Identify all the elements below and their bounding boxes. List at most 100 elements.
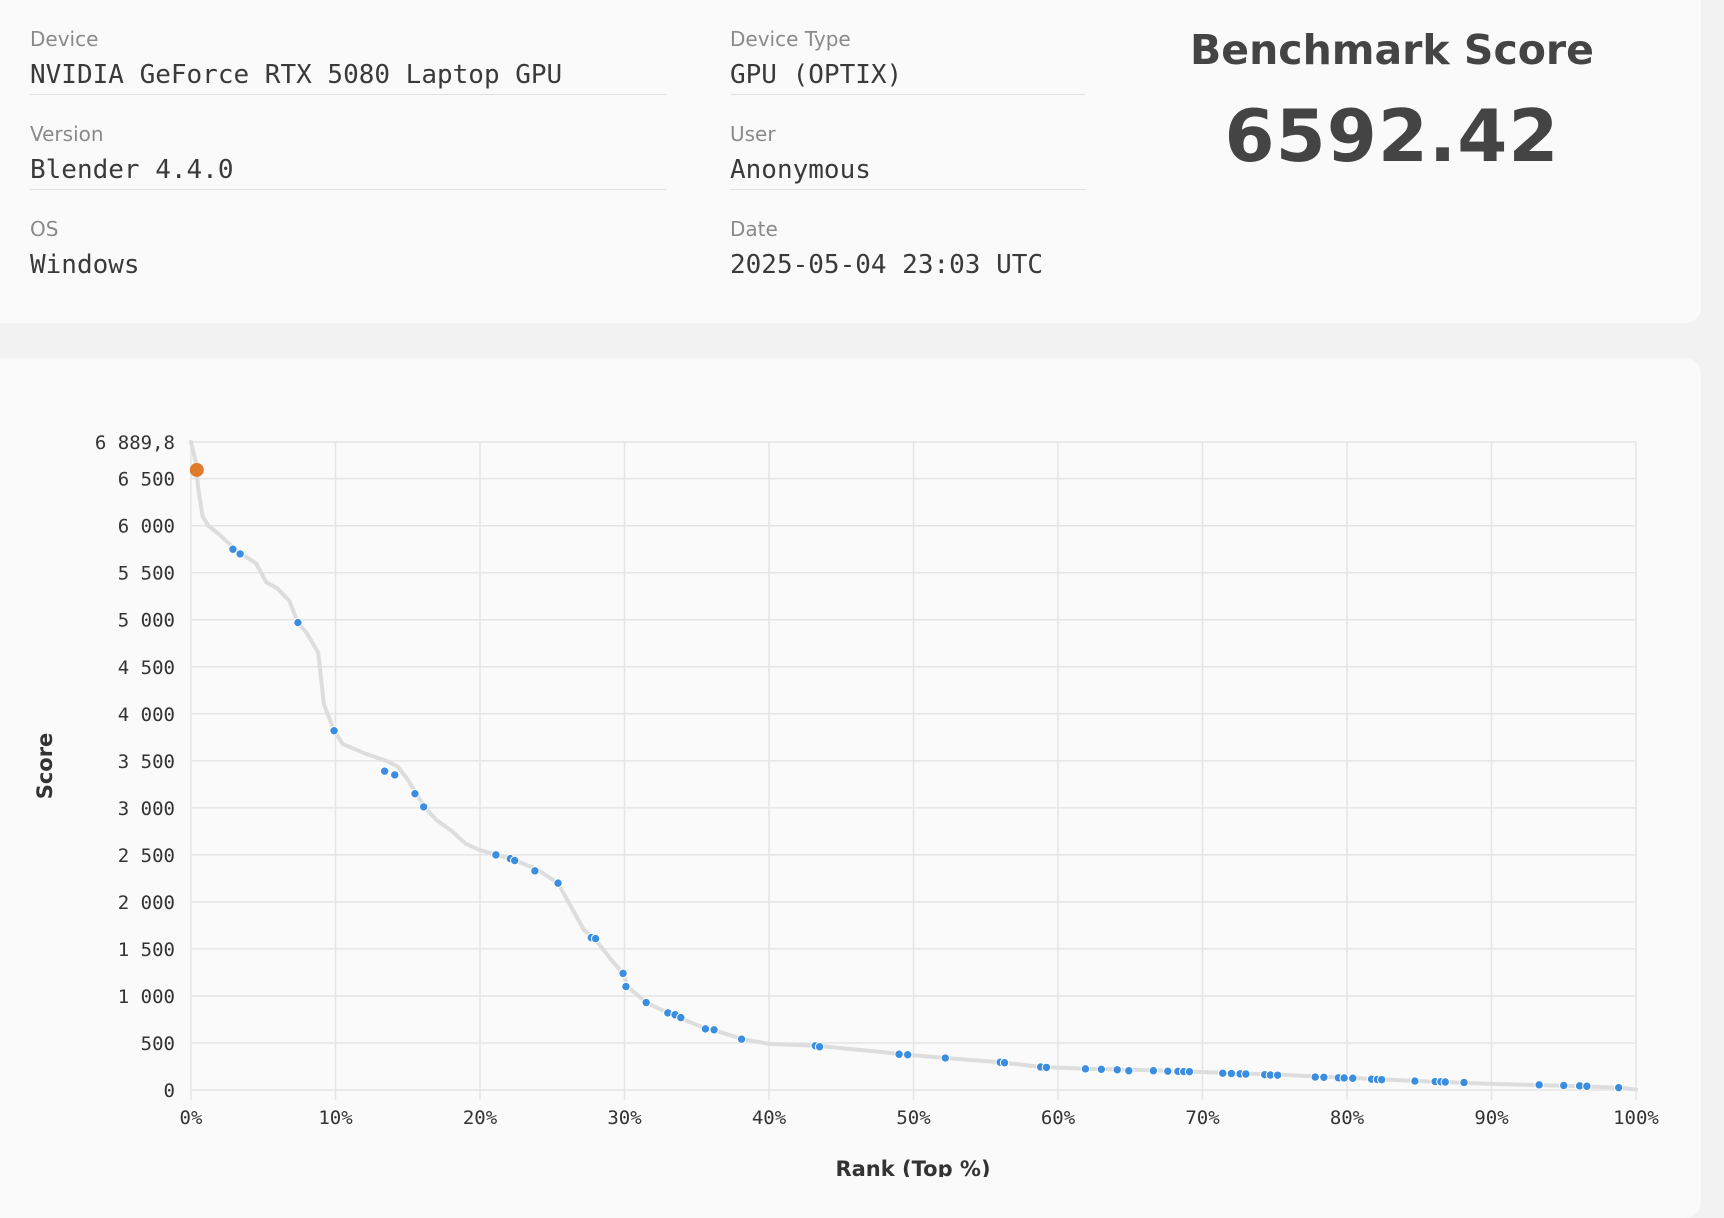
data-point[interactable] (1163, 1066, 1173, 1076)
data-point[interactable] (553, 878, 563, 888)
data-point[interactable] (1148, 1066, 1159, 1076)
x-tick-label: 30% (607, 1107, 642, 1129)
x-tick-label: 20% (463, 1107, 498, 1129)
data-point[interactable] (1310, 1072, 1320, 1082)
data-point[interactable] (1613, 1082, 1624, 1093)
y-tick-label: 6 500 (118, 469, 175, 491)
y-tick-label: 2 000 (118, 892, 175, 914)
data-point[interactable] (329, 726, 339, 736)
score-box: Benchmark Score 6592.42 (1148, 8, 1636, 178)
data-point[interactable] (903, 1050, 913, 1060)
data-point[interactable] (1272, 1070, 1283, 1080)
info-column-left: Device NVIDIA GeForce RTX 5080 Laptop GP… (30, 0, 666, 285)
x-tick-label: 60% (1041, 1107, 1076, 1129)
score-value: 6592.42 (1224, 94, 1560, 178)
data-point[interactable] (1376, 1074, 1387, 1085)
y-tick-label: 4 500 (118, 657, 175, 679)
data-point[interactable] (1041, 1062, 1052, 1073)
os-value: Windows (30, 250, 140, 280)
data-points (228, 544, 1624, 1093)
data-point[interactable] (1559, 1080, 1569, 1091)
data-point[interactable] (1124, 1066, 1134, 1076)
device-label: Device (30, 27, 99, 51)
user-value: Anonymous (730, 155, 871, 185)
version-row: Version Blender 4.4.0 (30, 95, 666, 190)
data-point[interactable] (1218, 1068, 1228, 1078)
data-point[interactable] (1459, 1077, 1469, 1088)
date-row: Date 2025-05-04 23:03 UTC (730, 190, 1085, 285)
data-point[interactable] (491, 850, 501, 860)
current-result-point[interactable] (189, 462, 204, 477)
data-point[interactable] (641, 997, 651, 1008)
data-point[interactable] (1410, 1076, 1420, 1086)
grid (190, 441, 1637, 1100)
x-tick-label: 90% (1474, 1107, 1509, 1129)
data-point[interactable] (228, 544, 238, 554)
data-point[interactable] (618, 968, 628, 979)
y-tick-label: 0 (164, 1080, 175, 1102)
data-point[interactable] (814, 1042, 825, 1052)
device-value: NVIDIA GeForce RTX 5080 Laptop GPU (30, 60, 563, 90)
x-tick-label: 80% (1330, 1107, 1365, 1129)
data-point[interactable] (530, 866, 540, 876)
os-label: OS (30, 217, 59, 241)
data-point[interactable] (379, 766, 390, 776)
y-tick-label: 2 500 (118, 845, 175, 867)
data-point[interactable] (1112, 1065, 1122, 1075)
data-point[interactable] (1241, 1069, 1251, 1079)
data-point[interactable] (676, 1012, 686, 1023)
y-tick-label: 6 000 (118, 516, 175, 538)
data-point[interactable] (700, 1024, 711, 1034)
x-tick-label: 50% (896, 1107, 931, 1129)
data-point[interactable] (509, 855, 520, 866)
x-tick-label: 0% (180, 1107, 203, 1129)
x-tick-label: 10% (318, 1107, 353, 1129)
data-point[interactable] (709, 1025, 719, 1035)
score-title: Benchmark Score (1190, 26, 1594, 74)
data-point[interactable] (736, 1034, 747, 1044)
y-tick-label: 5 000 (118, 610, 175, 632)
data-point[interactable] (410, 789, 420, 799)
data-point[interactable] (1096, 1064, 1107, 1075)
data-point[interactable] (235, 549, 245, 559)
x-tick-label: 40% (752, 1107, 787, 1129)
x-tick-label: 70% (1185, 1107, 1220, 1129)
date-value: 2025-05-04 23:03 UTC (730, 250, 1044, 280)
data-point[interactable] (1226, 1068, 1237, 1079)
data-point[interactable] (1582, 1081, 1592, 1091)
data-point[interactable] (894, 1049, 904, 1059)
x-axis-title: Rank (Top %) (835, 1157, 990, 1177)
y-tick-label: 3 500 (118, 751, 175, 773)
user-row: User Anonymous (730, 95, 1085, 190)
device-row: Device NVIDIA GeForce RTX 5080 Laptop GP… (30, 0, 666, 95)
data-point[interactable] (1339, 1073, 1349, 1083)
data-point[interactable] (1534, 1080, 1544, 1090)
data-point[interactable] (999, 1058, 1010, 1068)
data-point[interactable] (1319, 1072, 1329, 1083)
chart-card (0, 358, 1701, 1218)
y-tick-label: 3 000 (118, 798, 175, 820)
y-tick-label: 6 889,8 (95, 432, 175, 454)
data-point[interactable] (1440, 1077, 1450, 1087)
data-point[interactable] (940, 1053, 950, 1063)
y-tick-label: 1 500 (118, 939, 175, 961)
user-label: User (730, 122, 776, 146)
device-type-label: Device Type (730, 27, 851, 51)
date-label: Date (730, 217, 778, 241)
device-type-value: GPU (OPTIX) (730, 60, 903, 90)
x-tick-label: 100% (1613, 1107, 1659, 1129)
data-point[interactable] (1348, 1073, 1358, 1083)
data-point[interactable] (418, 802, 429, 812)
data-point[interactable] (621, 981, 631, 992)
data-point[interactable] (293, 617, 303, 628)
version-label: Version (30, 122, 104, 146)
data-point[interactable] (1080, 1064, 1091, 1074)
data-point[interactable] (590, 933, 601, 944)
data-point[interactable] (1184, 1066, 1195, 1077)
version-value: Blender 4.4.0 (30, 155, 234, 185)
y-tick-label: 4 000 (118, 704, 175, 726)
data-point[interactable] (390, 770, 400, 780)
score-rank-chart[interactable]: 0 500 1 000 1 500 2 000 2 500 3 000 3 500 4 000 4… (0, 0, 1724, 1177)
info-column-middle: Device Type GPU (OPTIX) User Anonymous D… (730, 0, 1085, 285)
info-card: Device NVIDIA GeForce RTX 5080 Laptop GP… (0, 0, 1701, 323)
